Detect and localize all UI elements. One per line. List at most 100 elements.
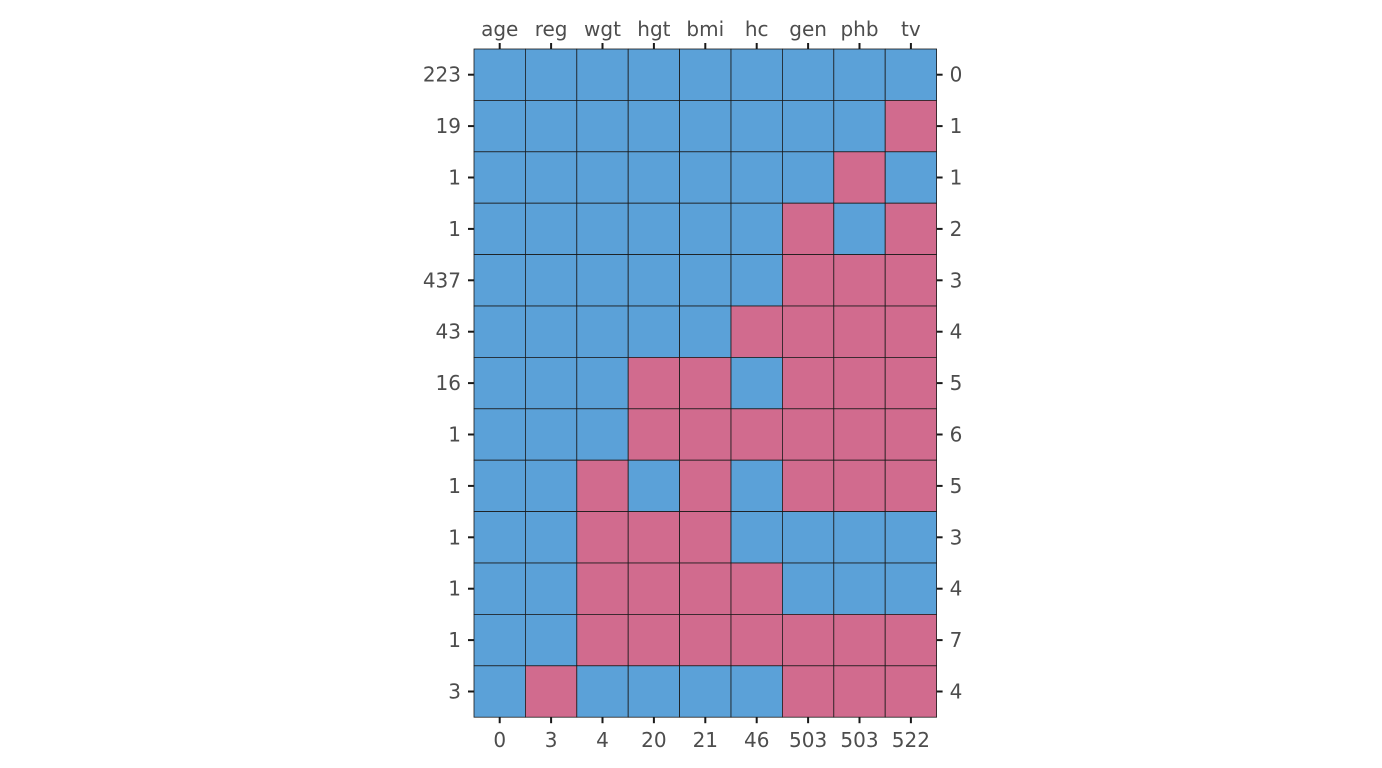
pattern-cell-r7-c4 <box>679 408 732 461</box>
pattern-cell-r7-c7 <box>833 408 886 461</box>
column-label: hgt <box>637 17 670 41</box>
pattern-cell-r1-c5 <box>730 100 783 153</box>
pattern-cell-r6-c0 <box>473 356 526 410</box>
pattern-cell-r5-c0 <box>473 305 526 358</box>
pattern-cell-r4-c0 <box>473 254 526 307</box>
pattern-cell-r1-c2 <box>576 100 629 153</box>
column-missing-count: 0 <box>493 728 506 752</box>
column-label: wgt <box>584 17 621 41</box>
pattern-cell-r8-c2 <box>576 459 629 513</box>
pattern-cell-r0-c6 <box>782 48 835 101</box>
pattern-cell-r6-c7 <box>833 356 886 410</box>
column-missing-count: 4 <box>596 728 609 752</box>
pattern-cell-r7-c0 <box>473 408 526 461</box>
pattern-cell-r1-c7 <box>833 100 886 153</box>
pattern-cell-r12-c4 <box>679 665 732 718</box>
pattern-cell-r11-c1 <box>525 614 578 667</box>
pattern-cell-r0-c5 <box>730 48 783 101</box>
pattern-cell-r8-c5 <box>730 459 783 513</box>
pattern-cell-r2-c3 <box>627 151 681 204</box>
column-missing-count: 503 <box>840 728 878 752</box>
row-missing-count: 4 <box>950 680 963 704</box>
pattern-cell-r7-c2 <box>576 408 629 461</box>
pattern-cell-r7-c5 <box>730 408 783 461</box>
row-pattern-count: 16 <box>436 371 461 395</box>
row-pattern-count: 43 <box>436 320 461 344</box>
pattern-cell-r4-c3 <box>627 254 681 307</box>
pattern-cell-r10-c8 <box>884 562 938 615</box>
pattern-cell-r2-c6 <box>782 151 835 204</box>
column-label: bmi <box>686 17 724 41</box>
pattern-cell-r4-c1 <box>525 254 578 307</box>
pattern-cell-r6-c8 <box>884 356 938 410</box>
row-missing-count: 6 <box>950 423 963 447</box>
pattern-cell-r4-c6 <box>782 254 835 307</box>
row-pattern-count: 3 <box>448 680 461 704</box>
row-missing-count: 2 <box>950 217 963 241</box>
column-label: phb <box>840 17 878 41</box>
pattern-cell-r9-c0 <box>473 511 526 564</box>
pattern-cells <box>473 48 938 718</box>
pattern-cell-r6-c5 <box>730 356 783 410</box>
row-missing-count: 0 <box>950 63 963 87</box>
pattern-cell-r9-c1 <box>525 511 578 564</box>
pattern-cell-r12-c2 <box>576 665 629 718</box>
pattern-cell-r1-c1 <box>525 100 578 153</box>
column-label: reg <box>535 17 568 41</box>
row-missing-count: 1 <box>950 166 963 190</box>
row-pattern-count: 1 <box>448 166 461 190</box>
pattern-cell-r10-c5 <box>730 562 783 615</box>
row-missing-count: 4 <box>950 577 963 601</box>
pattern-cell-r6-c3 <box>627 356 681 410</box>
pattern-cell-r10-c6 <box>782 562 835 615</box>
column-missing-count: 21 <box>693 728 718 752</box>
pattern-cell-r4-c2 <box>576 254 629 307</box>
pattern-cell-r12-c6 <box>782 665 835 718</box>
pattern-cell-r5-c3 <box>627 305 681 358</box>
pattern-cell-r3-c7 <box>833 202 886 255</box>
pattern-cell-r11-c3 <box>627 614 681 667</box>
pattern-cell-r11-c4 <box>679 614 732 667</box>
pattern-cell-r2-c1 <box>525 151 578 204</box>
row-missing-count: 5 <box>950 371 963 395</box>
pattern-cell-r3-c5 <box>730 202 783 255</box>
pattern-cell-r4-c7 <box>833 254 886 307</box>
column-missing-count: 503 <box>789 728 827 752</box>
pattern-cell-r2-c8 <box>884 151 938 204</box>
row-pattern-count: 1 <box>448 628 461 652</box>
pattern-cell-r8-c8 <box>884 459 938 513</box>
axis-ticks <box>468 43 943 724</box>
axis-labels: age 0 reg 3 wgt 4 hgt 2 0 bmi 21 hc 4 6 gen 503 phb 503 tv… <box>423 17 963 752</box>
pattern-cell-r9-c7 <box>833 511 886 564</box>
pattern-cell-r1-c4 <box>679 100 732 153</box>
column-label: tv <box>901 17 921 41</box>
pattern-cell-r8-c7 <box>833 459 886 513</box>
row-pattern-count: 1 <box>448 423 461 447</box>
pattern-cell-r2-c4 <box>679 151 732 204</box>
pattern-cell-r12-c5 <box>730 665 783 718</box>
pattern-cell-r10-c4 <box>679 562 732 615</box>
column-label: hc <box>745 17 769 41</box>
pattern-cell-r8-c0 <box>473 459 526 513</box>
pattern-cell-r12-c7 <box>833 665 886 718</box>
column-label: gen <box>789 17 827 41</box>
pattern-cell-r3-c3 <box>627 202 681 255</box>
pattern-cell-r5-c7 <box>833 305 886 358</box>
pattern-cell-r0-c8 <box>884 48 938 101</box>
column-missing-count: 3 <box>545 728 558 752</box>
pattern-cell-r11-c2 <box>576 614 629 667</box>
pattern-cell-r3-c1 <box>525 202 578 255</box>
pattern-cell-r9-c3 <box>627 511 681 564</box>
pattern-cell-r4-c5 <box>730 254 783 307</box>
pattern-cell-r5-c6 <box>782 305 835 358</box>
pattern-cell-r0-c2 <box>576 48 629 101</box>
row-pattern-count: 1 <box>448 525 461 549</box>
pattern-cell-r0-c7 <box>833 48 886 101</box>
pattern-cell-r12-c1 <box>525 665 578 718</box>
pattern-cell-r5-c2 <box>576 305 629 358</box>
pattern-cell-r6-c1 <box>525 356 578 410</box>
pattern-cell-r3-c8 <box>884 202 938 255</box>
pattern-cell-r5-c5 <box>730 305 783 358</box>
column-label: age <box>481 17 518 41</box>
